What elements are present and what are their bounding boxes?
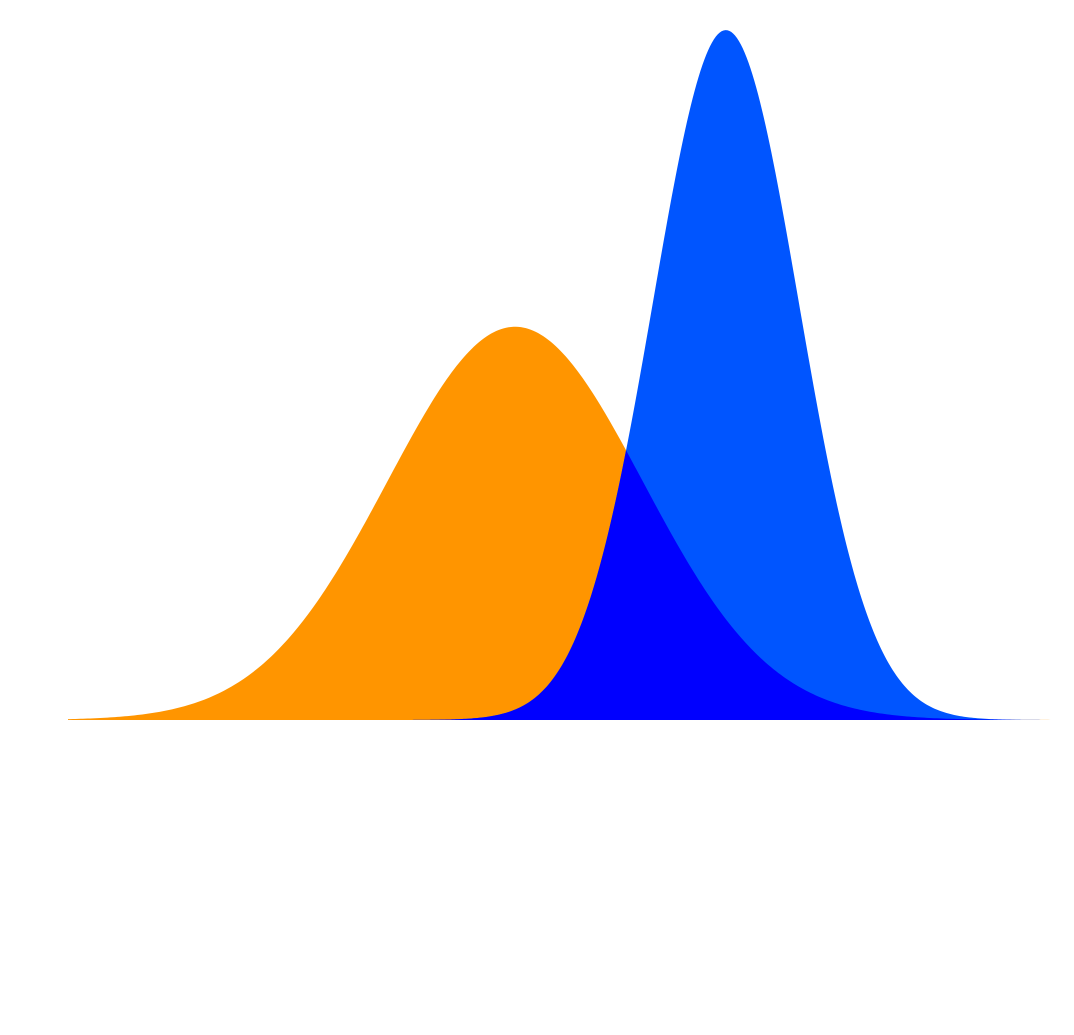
series-area-blue (288, 30, 1058, 721)
series-area-orange (68, 326, 1058, 720)
